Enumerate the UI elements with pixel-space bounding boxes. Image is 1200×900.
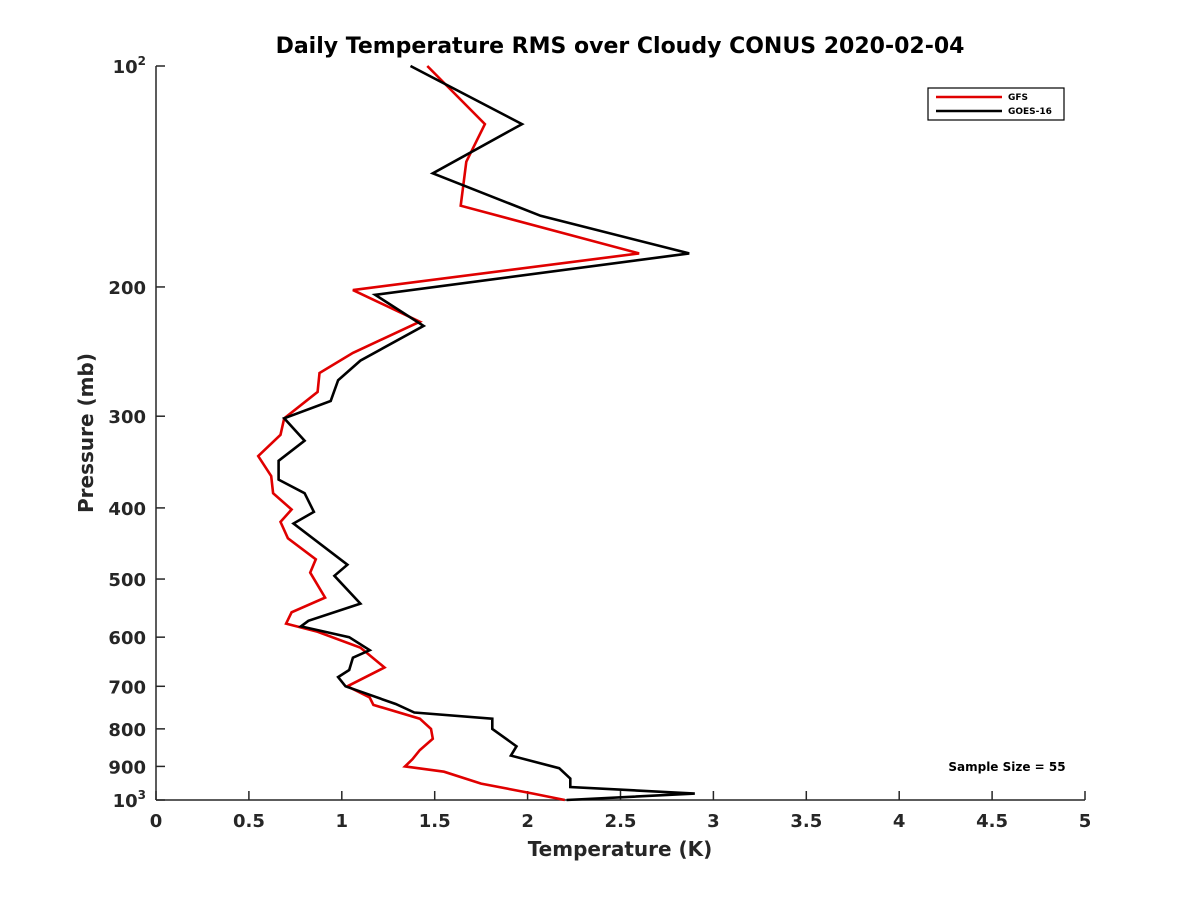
x-tick-label: 0.5 [233,811,265,832]
legend: GFS GOES-16 [927,87,1065,121]
x-tick-label: 2.5 [605,811,637,832]
chart-title: Daily Temperature RMS over Cloudy CONUS … [276,34,965,59]
x-tick-label: 0 [150,811,163,832]
y-tick-base: 10 [113,791,138,812]
y-tick-label: 200 [108,278,146,299]
x-tick-label: 5 [1079,811,1092,832]
y-tick-label: 500 [108,570,146,591]
series-line-gfs [256,65,640,802]
y-tick-label: 300 [108,407,146,428]
axes [155,66,1085,801]
y-tick-exponent: 3 [138,788,146,802]
x-axis-label: Temperature (K) [528,837,713,861]
x-tick-label: 4.5 [976,811,1008,832]
legend-box [927,87,1065,121]
x-tick-label: 3 [707,811,720,832]
y-tick-label: 700 [108,677,146,698]
legend-label: GFS [1008,93,1028,103]
x-tick-label: 4 [893,811,906,832]
legend-label: GOES-16 [1008,107,1052,117]
x-tick-label: 1 [336,811,349,832]
series-line-goes-16 [277,64,695,802]
sample-size-annotation: Sample Size = 55 [948,760,1065,774]
y-tick-exponent: 2 [138,54,146,68]
x-tick-label: 1.5 [419,811,451,832]
x-tick-label: 3.5 [790,811,822,832]
y-tick-label: 103 [113,788,146,812]
x-tick-label: 2 [521,811,534,832]
x-ticks: 0 0.5 1 1.5 2 2.5 3 3.5 4 4.5 5 [150,791,1092,832]
y-tick-label: 600 [108,628,146,649]
y-tick-base: 10 [113,57,138,78]
y-tick-label: 400 [108,499,146,520]
y-axis-label: Pressure (mb) [74,353,98,513]
series-lines [256,64,695,802]
y-tick-label: 800 [108,720,146,741]
y-tick-label: 102 [113,54,146,78]
y-tick-label: 900 [108,757,146,778]
